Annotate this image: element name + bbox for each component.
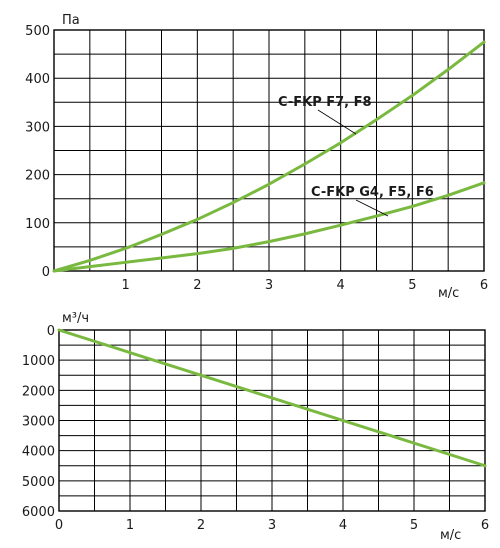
series-label-g4-f5-f6: C-FKP G4, F5, F6: [311, 185, 434, 200]
series-line-1: [52, 181, 486, 273]
pressure-chart-x-ticks: 1 2 3 4 5 6: [122, 278, 489, 293]
pressure-chart-y-unit: Па: [62, 13, 80, 28]
leader-line-f7-f8: [317, 109, 357, 135]
x-tick-label: 2: [197, 518, 205, 533]
y-tick-label: 6000: [22, 505, 55, 520]
pressure-chart-y-ticks: 0 100 200 300 400 500: [25, 24, 50, 280]
x-tick-label: 6: [481, 518, 489, 533]
airflow-chart-grid: [59, 330, 485, 511]
y-tick-label: 1000: [22, 354, 55, 369]
series-label-f7-f8: C-FKP F7, F8: [278, 95, 372, 110]
x-tick-label: 0: [55, 518, 63, 533]
pressure-chart-frame: [53, 29, 485, 272]
pressure-chart: 0 100 200 300 400 500 1 2 3 4 5 6 Па м/с C-FKP F7,…: [25, 13, 488, 301]
series-line-0: [57, 328, 487, 468]
airflow-chart-x-unit: м/с: [440, 528, 461, 543]
y-tick-label: 200: [25, 169, 50, 184]
airflow-chart-series: [57, 328, 487, 468]
airflow-chart-y-ticks: 0 1000 2000 3000 4000 5000 6000: [22, 324, 55, 520]
x-tick-label: 1: [122, 278, 130, 293]
y-tick-label: 500: [25, 24, 50, 39]
x-tick-label: 5: [408, 278, 416, 293]
x-tick-label: 3: [268, 518, 276, 533]
y-tick-label: 400: [25, 72, 50, 87]
y-tick-label: 2000: [22, 384, 55, 399]
x-tick-label: 2: [193, 278, 201, 293]
y-tick-label: 100: [25, 217, 50, 232]
airflow-chart-y-unit: м³/ч: [62, 311, 89, 326]
y-tick-label: 5000: [22, 475, 55, 490]
x-tick-label: 4: [339, 518, 347, 533]
y-tick-label: 3000: [22, 415, 55, 430]
x-tick-label: 1: [126, 518, 134, 533]
airflow-chart-frame: [58, 329, 486, 512]
pressure-chart-grid: [54, 30, 484, 271]
y-tick-label: 0: [42, 265, 50, 280]
leader-line-g4-f5-f6: [355, 199, 389, 217]
pressure-chart-x-unit: м/с: [438, 286, 459, 301]
series-line-0: [52, 40, 486, 273]
x-tick-label: 6: [480, 278, 488, 293]
x-tick-label: 5: [410, 518, 418, 533]
y-tick-label: 4000: [22, 445, 55, 460]
pressure-chart-series: [52, 40, 486, 273]
x-tick-label: 3: [265, 278, 273, 293]
y-tick-label: 300: [25, 120, 50, 135]
airflow-chart: 0 1000 2000 3000 4000 5000 6000 0 1 2 3 4 5 6 м³/ч м…: [22, 311, 489, 543]
y-tick-label: 0: [47, 324, 55, 339]
airflow-chart-x-ticks: 0 1 2 3 4 5 6: [55, 518, 489, 533]
x-tick-label: 4: [337, 278, 345, 293]
